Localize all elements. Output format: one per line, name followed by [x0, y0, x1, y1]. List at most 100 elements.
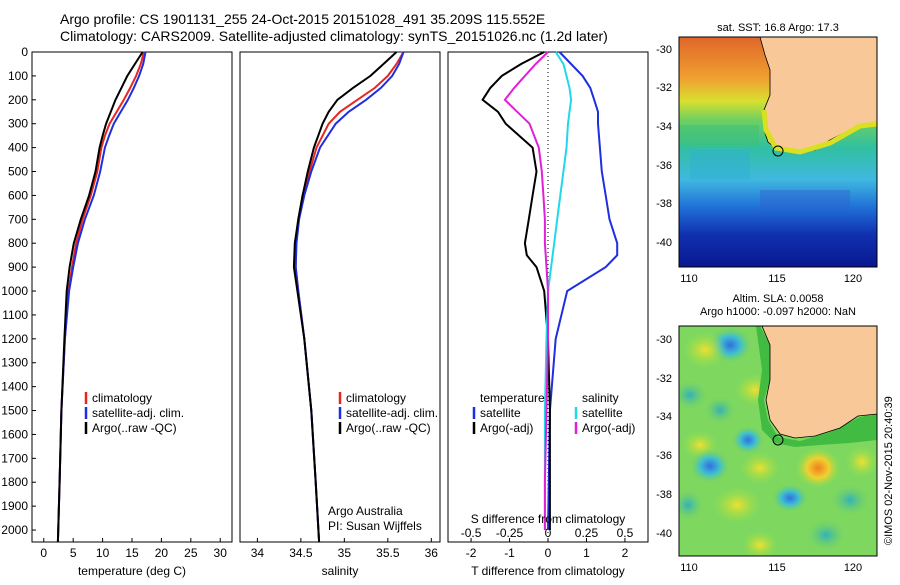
sla-map-xticks: 110 115 120 — [680, 562, 862, 574]
argo-australia-annotation: Argo Australia — [328, 504, 403, 518]
legend-satellite-adj: satellite-adj. clim. — [346, 406, 438, 420]
x-tick-label: -2 — [466, 546, 477, 560]
y-tick-label: 1600 — [1, 427, 28, 441]
svg-text:-40: -40 — [656, 237, 672, 249]
difference-line-1 — [481, 51, 551, 530]
legend-s-argo: Argo(-adj) — [582, 421, 635, 435]
y-tick-label: 1000 — [1, 284, 28, 298]
legend-climatology: climatology — [92, 391, 152, 405]
pi-annotation: PI: Susan Wijffels — [328, 519, 422, 533]
y-tick-label: 1100 — [2, 308, 28, 322]
svg-text:-38: -38 — [656, 489, 672, 501]
y-tick-label: 900 — [8, 260, 28, 274]
y-tick-label: 400 — [8, 141, 28, 155]
legend-satellite-adj: satellite-adj. clim. — [92, 406, 184, 420]
y-tick-label: 800 — [8, 236, 28, 250]
s-difference-axis-label: S difference from climatology — [471, 512, 626, 526]
header-line-2: Climatology: CARS2009. Satellite-adjuste… — [60, 28, 608, 44]
s-tick-label: 0.5 — [617, 526, 634, 540]
x-tick-label: 35 — [338, 546, 352, 560]
y-tick-label: 1800 — [1, 475, 28, 489]
salinity-chart: 34 34.5 35 35.5 36 — [251, 51, 439, 560]
svg-text:-30: -30 — [656, 334, 672, 346]
series-line-0 — [56, 51, 145, 543]
y-tick-label: 500 — [8, 165, 28, 179]
x-tick-label: 5 — [70, 546, 77, 560]
legend-salinity-title: salinity — [582, 391, 619, 405]
x-tick-label: 34 — [251, 546, 265, 560]
temperature-legend: climatology satellite-adj. clim. Argo(..… — [84, 391, 184, 435]
series-line-1 — [56, 51, 147, 543]
x-tick-label: 30 — [214, 546, 228, 560]
svg-text:120: 120 — [844, 273, 862, 285]
x-tick-label: 34.5 — [289, 546, 313, 560]
svg-text:-34: -34 — [656, 121, 672, 133]
x-tick-label: 0 — [40, 546, 47, 560]
series-line-1 — [294, 51, 405, 543]
depth-axis: 0 100 200 300 400 500 600 700 800 900 1000 1100 1200… — [1, 45, 36, 537]
svg-text:-38: -38 — [656, 198, 672, 210]
legend-s-satellite: satellite — [582, 406, 623, 420]
series-line-0 — [294, 51, 405, 543]
legend-argo: Argo(..raw -QC) — [92, 421, 177, 435]
x-tick-label: 25 — [184, 546, 198, 560]
x-tick-label: 20 — [155, 546, 169, 560]
s-tick-label: 0 — [545, 526, 552, 540]
y-tick-label: 100 — [8, 69, 28, 83]
y-tick-label: 1500 — [1, 404, 28, 418]
t-difference-axis-label: T difference from climatology — [471, 564, 625, 578]
svg-text:-36: -36 — [656, 450, 672, 462]
legend-t-satellite: satellite — [480, 406, 521, 420]
s-tick-label: -0.25 — [496, 526, 524, 540]
sst-map-xticks: 110 115 120 — [680, 273, 862, 285]
salinity-panel-frame — [239, 51, 441, 543]
svg-text:115: 115 — [768, 562, 786, 574]
x-tick-label: 15 — [125, 546, 139, 560]
x-tick-label: -1 — [504, 546, 515, 560]
x-tick-label: 36 — [425, 546, 439, 560]
difference-line-3 — [503, 51, 549, 530]
x-tick-label: 10 — [96, 546, 110, 560]
difference-legend: temperature satellite Argo(-adj) salinit… — [472, 391, 635, 435]
salinity-legend: climatology satellite-adj. clim. Argo(..… — [338, 391, 438, 435]
svg-text:-30: -30 — [656, 44, 672, 56]
y-tick-label: 1900 — [1, 499, 28, 513]
svg-text:-36: -36 — [656, 160, 672, 172]
y-tick-label: 2000 — [1, 523, 28, 537]
y-tick-label: 200 — [8, 93, 28, 107]
svg-text:-34: -34 — [656, 411, 672, 423]
series-line-2 — [56, 51, 144, 543]
sla-map: Altim. SLA: 0.0058 Argo h1000: -0.097 h2… — [656, 293, 878, 574]
s-tick-label: -0.5 — [461, 526, 482, 540]
temperature-axis-label: temperature (deg C) — [78, 564, 186, 578]
sst-map: sat. SST: 16.8 Argo: 17.3 -30 -32 -34 -3… — [656, 22, 878, 285]
y-tick-label: 300 — [8, 117, 28, 131]
sst-map-title: sat. SST: 16.8 Argo: 17.3 — [717, 22, 839, 34]
x-tick-label: 1 — [583, 546, 590, 560]
svg-text:-40: -40 — [656, 528, 672, 540]
y-tick-label: 1200 — [1, 332, 28, 346]
y-tick-label: 600 — [8, 188, 28, 202]
difference-line-2 — [543, 51, 573, 530]
svg-text:115: 115 — [768, 273, 786, 285]
x-tick-label: 35.5 — [376, 546, 400, 560]
salinity-axis-label: salinity — [322, 564, 359, 578]
difference-line-0 — [547, 51, 619, 531]
difference-chart: -2 -1 0 1 2 -0.5 -0.25 0 0.25 0.5 — [461, 51, 634, 560]
y-tick-label: 700 — [8, 212, 28, 226]
y-tick-label: 1300 — [1, 356, 28, 370]
y-tick-label: 0 — [21, 45, 28, 59]
legend-argo: Argo(..raw -QC) — [346, 421, 431, 435]
sla-map-title-1: Altim. SLA: 0.0058 — [732, 293, 823, 305]
svg-text:-32: -32 — [656, 82, 672, 94]
sla-map-title-2: Argo h1000: -0.097 h2000: NaN — [700, 306, 856, 318]
temperature-panel-frame — [31, 51, 233, 543]
s-tick-label: 0.25 — [575, 526, 599, 540]
svg-text:110: 110 — [680, 273, 698, 285]
svg-text:-32: -32 — [656, 373, 672, 385]
x-tick-label: 0 — [545, 546, 552, 560]
legend-climatology: climatology — [346, 391, 406, 405]
temperature-chart: 0 5 10 15 20 25 30 — [40, 51, 228, 560]
svg-text:120: 120 — [844, 562, 862, 574]
